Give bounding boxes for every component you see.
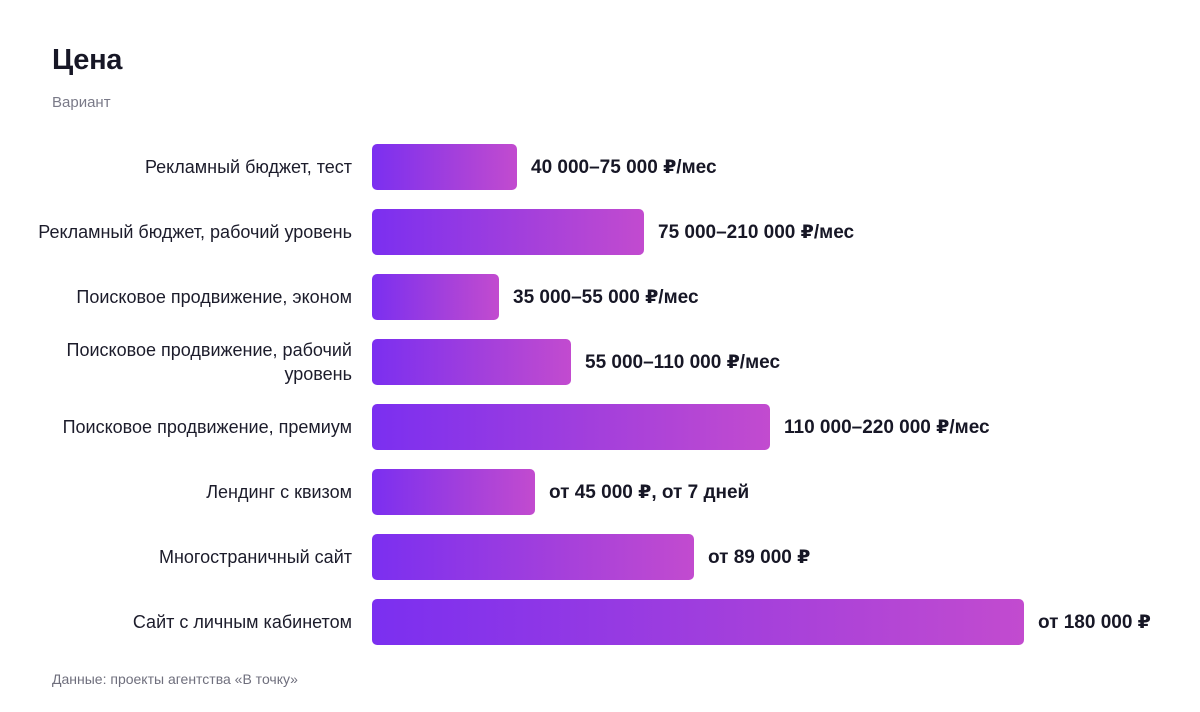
category-label: Рекламный бюджет, тест	[144, 157, 352, 177]
bar-row: Поисковое продвижение, рабочий уровень 55…	[0, 339, 1200, 385]
value-label: 40 000–75 000 ₽/мес	[531, 156, 717, 178]
value-label: от 45 000 ₽, от 7 дней	[549, 481, 750, 503]
category-label: Поисковое продвижение, рабочий уровень	[66, 340, 352, 384]
bar	[372, 404, 770, 450]
bar	[372, 209, 644, 255]
bar	[372, 274, 499, 320]
bar-row: Многостраничный сайт от 89 000 ₽	[0, 534, 1200, 580]
category-label: Лендинг с квизом	[206, 482, 352, 502]
bar	[372, 534, 694, 580]
value-label: 110 000–220 000 ₽/мес	[784, 416, 990, 438]
value-label: 35 000–55 000 ₽/мес	[513, 286, 699, 308]
bar-row: Сайт с личным кабинетом от 180 000 ₽	[0, 599, 1200, 645]
value-label: 55 000–110 000 ₽/мес	[585, 351, 781, 373]
bar-row: Рекламный бюджет, рабочий уровень 75 000–…	[0, 209, 1200, 255]
value-label: от 180 000 ₽	[1038, 611, 1151, 633]
category-label: Поисковое продвижение, премиум	[62, 417, 352, 437]
bar-row: Поисковое продвижение, эконом 35 000–55 0…	[0, 274, 1200, 320]
bar-row: Лендинг с квизом от 45 000 ₽, от 7 дней	[0, 469, 1200, 515]
chart-title: Цена	[52, 44, 123, 76]
value-label: 75 000–210 000 ₽/мес	[658, 221, 855, 243]
value-label: от 89 000 ₽	[708, 546, 811, 568]
bar-row: Поисковое продвижение, премиум 110 000–22…	[0, 404, 1200, 450]
source-note: Данные: проекты агентства «В точку»	[52, 671, 298, 687]
bar	[372, 469, 535, 515]
category-label: Рекламный бюджет, рабочий уровень	[38, 222, 352, 242]
category-label: Сайт с личным кабинетом	[132, 612, 352, 632]
chart-subtitle: Вариант	[52, 94, 111, 111]
category-label: Поисковое продвижение, эконом	[76, 287, 352, 307]
bar-row: Рекламный бюджет, тест 40 000–75 000 ₽/ме…	[0, 144, 1200, 190]
bar	[372, 599, 1024, 645]
bar	[372, 339, 571, 385]
bar	[372, 144, 517, 190]
category-label: Многостраничный сайт	[158, 547, 352, 567]
